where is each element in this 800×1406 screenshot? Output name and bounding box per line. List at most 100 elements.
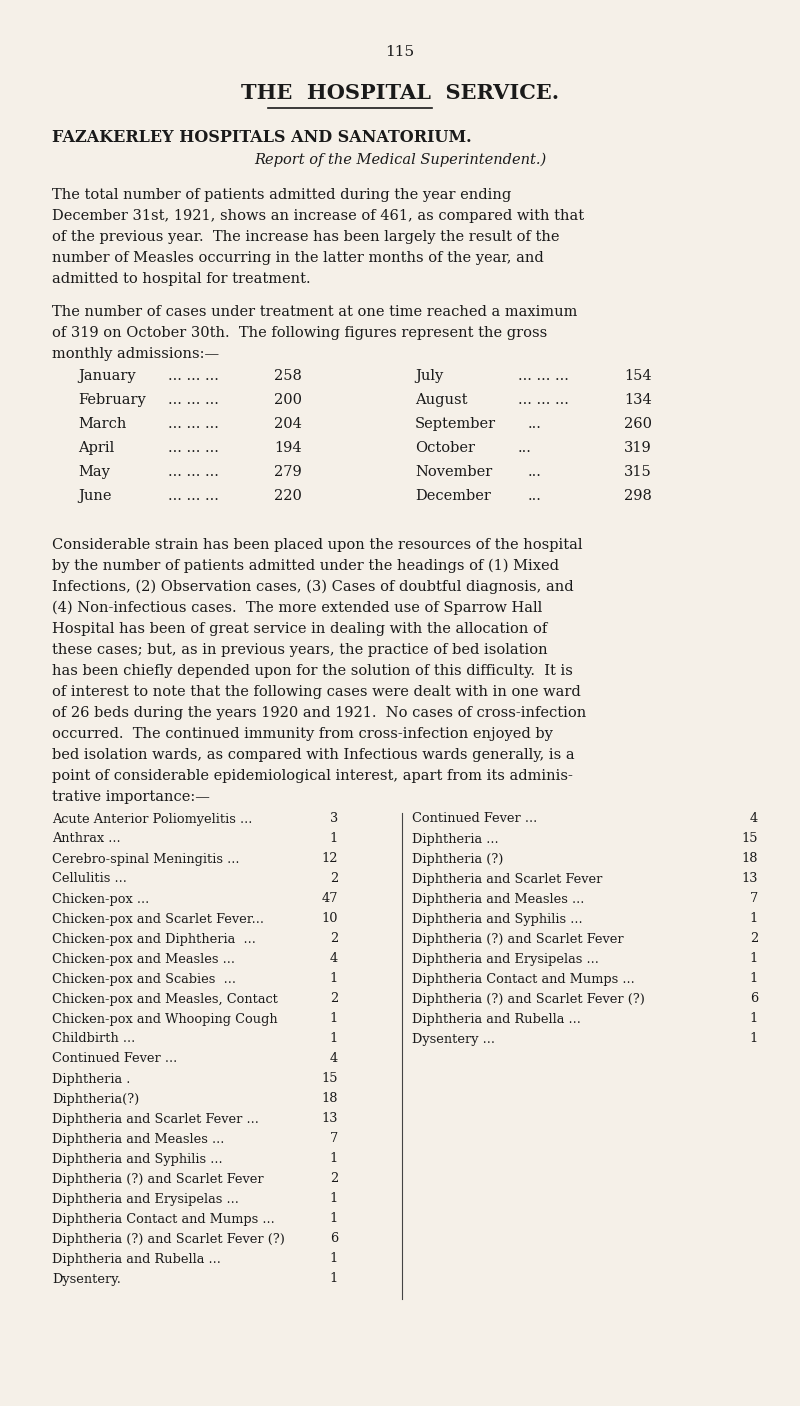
Text: 7: 7 — [750, 893, 758, 905]
Text: these cases; but, as in previous years, the practice of bed isolation: these cases; but, as in previous years, … — [52, 643, 548, 657]
Text: 115: 115 — [386, 45, 414, 59]
Text: Diphtheria (?) and Scarlet Fever (?): Diphtheria (?) and Scarlet Fever (?) — [412, 993, 645, 1005]
Text: Diphtheria (?) and Scarlet Fever: Diphtheria (?) and Scarlet Fever — [412, 932, 624, 945]
Text: 2: 2 — [750, 932, 758, 945]
Text: 1: 1 — [330, 973, 338, 986]
Text: March: March — [78, 418, 126, 432]
Text: Diphtheria and Erysipelas ...: Diphtheria and Erysipelas ... — [52, 1192, 239, 1205]
Text: 2: 2 — [330, 1173, 338, 1185]
Text: 258: 258 — [274, 368, 302, 382]
Text: 4: 4 — [750, 813, 758, 825]
Text: Chicken-pox and Diphtheria  ...: Chicken-pox and Diphtheria ... — [52, 932, 256, 945]
Text: ...: ... — [528, 489, 542, 503]
Text: Diphtheria .: Diphtheria . — [52, 1073, 130, 1085]
Text: ... ... ...: ... ... ... — [168, 394, 219, 406]
Text: October: October — [415, 441, 475, 456]
Text: number of Measles occurring in the latter months of the year, and: number of Measles occurring in the latte… — [52, 252, 544, 264]
Text: 1: 1 — [750, 1032, 758, 1046]
Text: Diphtheria and Rubella ...: Diphtheria and Rubella ... — [412, 1012, 581, 1025]
Text: 194: 194 — [274, 441, 302, 456]
Text: Acute Anterior Poliomyelitis ...: Acute Anterior Poliomyelitis ... — [52, 813, 252, 825]
Text: 18: 18 — [322, 1092, 338, 1105]
Text: (4) Non-infectious cases.  The more extended use of Sparrow Hall: (4) Non-infectious cases. The more exten… — [52, 600, 542, 616]
Text: Chicken-pox and Scabies  ...: Chicken-pox and Scabies ... — [52, 973, 236, 986]
Text: Infections, (2) Observation cases, (3) Cases of doubtful diagnosis, and: Infections, (2) Observation cases, (3) C… — [52, 581, 574, 595]
Text: monthly admissions:—: monthly admissions:— — [52, 347, 219, 361]
Text: point of considerable epidemiological interest, apart from its adminis-: point of considerable epidemiological in… — [52, 769, 573, 783]
Text: Diphtheria (?) and Scarlet Fever: Diphtheria (?) and Scarlet Fever — [52, 1173, 264, 1185]
Text: January: January — [78, 368, 136, 382]
Text: Childbirth ...: Childbirth ... — [52, 1032, 135, 1046]
Text: 2: 2 — [330, 932, 338, 945]
Text: Chicken-pox and Measles ...: Chicken-pox and Measles ... — [52, 952, 235, 966]
Text: 47: 47 — [322, 893, 338, 905]
Text: occurred.  The continued immunity from cross-infection enjoyed by: occurred. The continued immunity from cr… — [52, 727, 553, 741]
Text: ... ... ...: ... ... ... — [168, 489, 219, 503]
Text: of 26 beds during the years 1920 and 1921.  No cases of cross-infection: of 26 beds during the years 1920 and 192… — [52, 706, 586, 720]
Text: The total number of patients admitted during the year ending: The total number of patients admitted du… — [52, 188, 511, 202]
Text: Considerable strain has been placed upon the resources of the hospital: Considerable strain has been placed upon… — [52, 538, 582, 553]
Text: ...: ... — [528, 418, 542, 432]
Text: Cellulitis ...: Cellulitis ... — [52, 873, 127, 886]
Text: December: December — [415, 489, 491, 503]
Text: 7: 7 — [330, 1132, 338, 1146]
Text: The number of cases under treatment at one time reached a maximum: The number of cases under treatment at o… — [52, 305, 578, 319]
Text: 10: 10 — [322, 912, 338, 925]
Text: 4: 4 — [330, 1053, 338, 1066]
Text: 2: 2 — [330, 993, 338, 1005]
Text: 134: 134 — [624, 394, 652, 406]
Text: June: June — [78, 489, 111, 503]
Text: Continued Fever ...: Continued Fever ... — [412, 813, 538, 825]
Text: Diphtheria Contact and Mumps ...: Diphtheria Contact and Mumps ... — [412, 973, 634, 986]
Text: Cerebro-spinal Meningitis ...: Cerebro-spinal Meningitis ... — [52, 852, 239, 866]
Text: 1: 1 — [330, 1272, 338, 1285]
Text: November: November — [415, 465, 492, 479]
Text: Diphtheria ...: Diphtheria ... — [412, 832, 498, 845]
Text: ...: ... — [528, 465, 542, 479]
Text: 13: 13 — [742, 873, 758, 886]
Text: Dysentery.: Dysentery. — [52, 1272, 121, 1285]
Text: 3: 3 — [330, 813, 338, 825]
Text: 15: 15 — [742, 832, 758, 845]
Text: 1: 1 — [330, 1253, 338, 1265]
Text: 260: 260 — [624, 418, 652, 432]
Text: Diphtheria and Scarlet Fever ...: Diphtheria and Scarlet Fever ... — [52, 1112, 259, 1125]
Text: of interest to note that the following cases were dealt with in one ward: of interest to note that the following c… — [52, 685, 581, 699]
Text: Diphtheria and Measles ...: Diphtheria and Measles ... — [52, 1132, 224, 1146]
Text: 220: 220 — [274, 489, 302, 503]
Text: admitted to hospital for treatment.: admitted to hospital for treatment. — [52, 271, 310, 285]
Text: ... ... ...: ... ... ... — [168, 441, 219, 456]
Text: 6: 6 — [330, 1233, 338, 1246]
Text: December 31st, 1921, shows an increase of 461, as compared with that: December 31st, 1921, shows an increase o… — [52, 209, 584, 224]
Text: 1: 1 — [330, 1192, 338, 1205]
Text: 12: 12 — [322, 852, 338, 866]
Text: 315: 315 — [624, 465, 652, 479]
Text: 279: 279 — [274, 465, 302, 479]
Text: Continued Fever ...: Continued Fever ... — [52, 1053, 178, 1066]
Text: April: April — [78, 441, 114, 456]
Text: Diphtheria (?) and Scarlet Fever (?): Diphtheria (?) and Scarlet Fever (?) — [52, 1233, 285, 1246]
Text: 319: 319 — [624, 441, 652, 456]
Text: Chicken-pox ...: Chicken-pox ... — [52, 893, 150, 905]
Text: Diphtheria and Rubella ...: Diphtheria and Rubella ... — [52, 1253, 221, 1265]
Text: by the number of patients admitted under the headings of (1) Mixed: by the number of patients admitted under… — [52, 560, 559, 574]
Text: ... ... ...: ... ... ... — [168, 418, 219, 432]
Text: Chicken-pox and Measles, Contact: Chicken-pox and Measles, Contact — [52, 993, 278, 1005]
Text: 4: 4 — [330, 952, 338, 966]
Text: 1: 1 — [330, 1032, 338, 1046]
Text: Hospital has been of great service in dealing with the allocation of: Hospital has been of great service in de… — [52, 621, 547, 636]
Text: 13: 13 — [322, 1112, 338, 1125]
Text: 1: 1 — [330, 1212, 338, 1226]
Text: ... ... ...: ... ... ... — [518, 394, 569, 406]
Text: 1: 1 — [330, 1012, 338, 1025]
Text: FAZAKERLEY HOSPITALS AND SANATORIUM.: FAZAKERLEY HOSPITALS AND SANATORIUM. — [52, 129, 472, 146]
Text: 6: 6 — [750, 993, 758, 1005]
Text: ... ... ...: ... ... ... — [168, 465, 219, 479]
Text: 1: 1 — [750, 912, 758, 925]
Text: Chicken-pox and Whooping Cough: Chicken-pox and Whooping Cough — [52, 1012, 278, 1025]
Text: Diphtheria(?): Diphtheria(?) — [52, 1092, 139, 1105]
Text: ... ... ...: ... ... ... — [168, 368, 219, 382]
Text: May: May — [78, 465, 110, 479]
Text: 1: 1 — [750, 952, 758, 966]
Text: Diphtheria and Syphilis ...: Diphtheria and Syphilis ... — [52, 1153, 222, 1166]
